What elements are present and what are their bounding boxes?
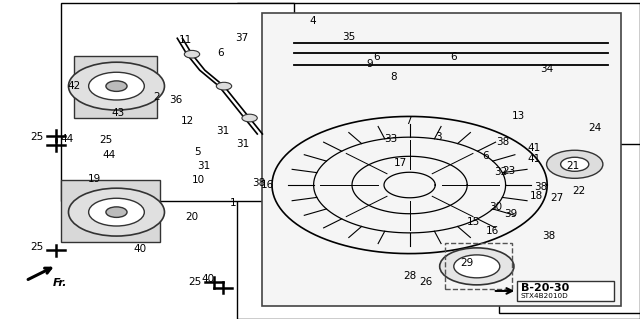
Circle shape: [88, 72, 145, 100]
Text: 19: 19: [88, 174, 101, 184]
Text: 6: 6: [482, 151, 488, 161]
Circle shape: [561, 157, 589, 171]
Text: 44: 44: [61, 134, 74, 144]
Text: 20: 20: [186, 212, 198, 222]
Circle shape: [68, 188, 164, 236]
Text: 27: 27: [550, 193, 563, 203]
Text: 25: 25: [189, 277, 202, 287]
Text: 6: 6: [373, 52, 380, 63]
Bar: [517, 281, 614, 301]
Text: 28: 28: [403, 271, 416, 281]
Text: 21: 21: [566, 161, 579, 171]
Text: 37: 37: [236, 33, 248, 43]
Bar: [74, 56, 157, 118]
Text: STX4B2010D: STX4B2010D: [521, 293, 569, 299]
Text: B-20-30: B-20-30: [521, 283, 569, 293]
Text: 18: 18: [530, 191, 543, 201]
Text: 7: 7: [405, 116, 412, 126]
Text: 38: 38: [543, 231, 556, 241]
Text: 29: 29: [461, 258, 474, 268]
Text: 31: 31: [197, 161, 210, 171]
Text: 38: 38: [496, 137, 509, 147]
Text: 23: 23: [502, 166, 515, 176]
Circle shape: [88, 198, 145, 226]
Text: 26: 26: [419, 277, 432, 287]
Text: 8: 8: [390, 71, 397, 82]
Circle shape: [216, 82, 232, 90]
Text: 40: 40: [202, 274, 214, 284]
Text: 25: 25: [99, 135, 112, 145]
Text: 31: 31: [237, 138, 250, 149]
Text: 4: 4: [309, 16, 316, 26]
Text: 9: 9: [367, 59, 373, 69]
Text: 24: 24: [589, 122, 602, 133]
Text: 38: 38: [534, 182, 547, 192]
Text: 31: 31: [216, 126, 229, 136]
Text: 1: 1: [230, 197, 237, 208]
Circle shape: [454, 255, 500, 278]
Text: 42: 42: [67, 81, 80, 91]
Circle shape: [184, 50, 200, 58]
Text: 40: 40: [133, 244, 146, 254]
Text: 43: 43: [112, 108, 125, 118]
Text: 13: 13: [512, 111, 525, 122]
Text: 25: 25: [31, 242, 44, 252]
Text: 5: 5: [194, 146, 200, 157]
Text: 25: 25: [31, 132, 44, 142]
Text: 41: 41: [528, 154, 541, 165]
Bar: [61, 3, 294, 201]
Text: 35: 35: [342, 32, 355, 42]
Text: 39: 39: [504, 209, 517, 219]
Text: 17: 17: [394, 158, 406, 168]
Circle shape: [106, 81, 127, 91]
Text: 41: 41: [528, 143, 541, 153]
Circle shape: [547, 150, 603, 178]
Circle shape: [440, 248, 514, 285]
Text: 11: 11: [179, 35, 192, 45]
Text: 16: 16: [261, 180, 274, 190]
Text: 2: 2: [154, 92, 160, 102]
Circle shape: [106, 207, 127, 218]
Text: 10: 10: [192, 175, 205, 185]
Text: 3: 3: [435, 132, 442, 142]
Text: 38: 38: [253, 178, 266, 189]
Circle shape: [68, 62, 164, 110]
Text: 33: 33: [384, 134, 397, 144]
Text: 16: 16: [486, 226, 499, 236]
Text: 44: 44: [102, 150, 115, 160]
Text: 32: 32: [495, 167, 508, 177]
Text: 36: 36: [170, 95, 182, 106]
Text: 15: 15: [467, 217, 480, 227]
Bar: [61, 180, 160, 242]
Bar: [445, 243, 512, 289]
Text: 6: 6: [450, 52, 456, 63]
Text: Fr.: Fr.: [52, 278, 67, 288]
Circle shape: [242, 114, 257, 122]
Text: 30: 30: [490, 202, 502, 212]
Text: 6: 6: [218, 48, 224, 58]
Bar: [262, 13, 621, 306]
Text: 22: 22: [573, 186, 586, 197]
Bar: [499, 144, 640, 313]
Text: 12: 12: [181, 116, 194, 126]
Text: 34: 34: [541, 63, 554, 74]
Bar: [237, 3, 640, 319]
